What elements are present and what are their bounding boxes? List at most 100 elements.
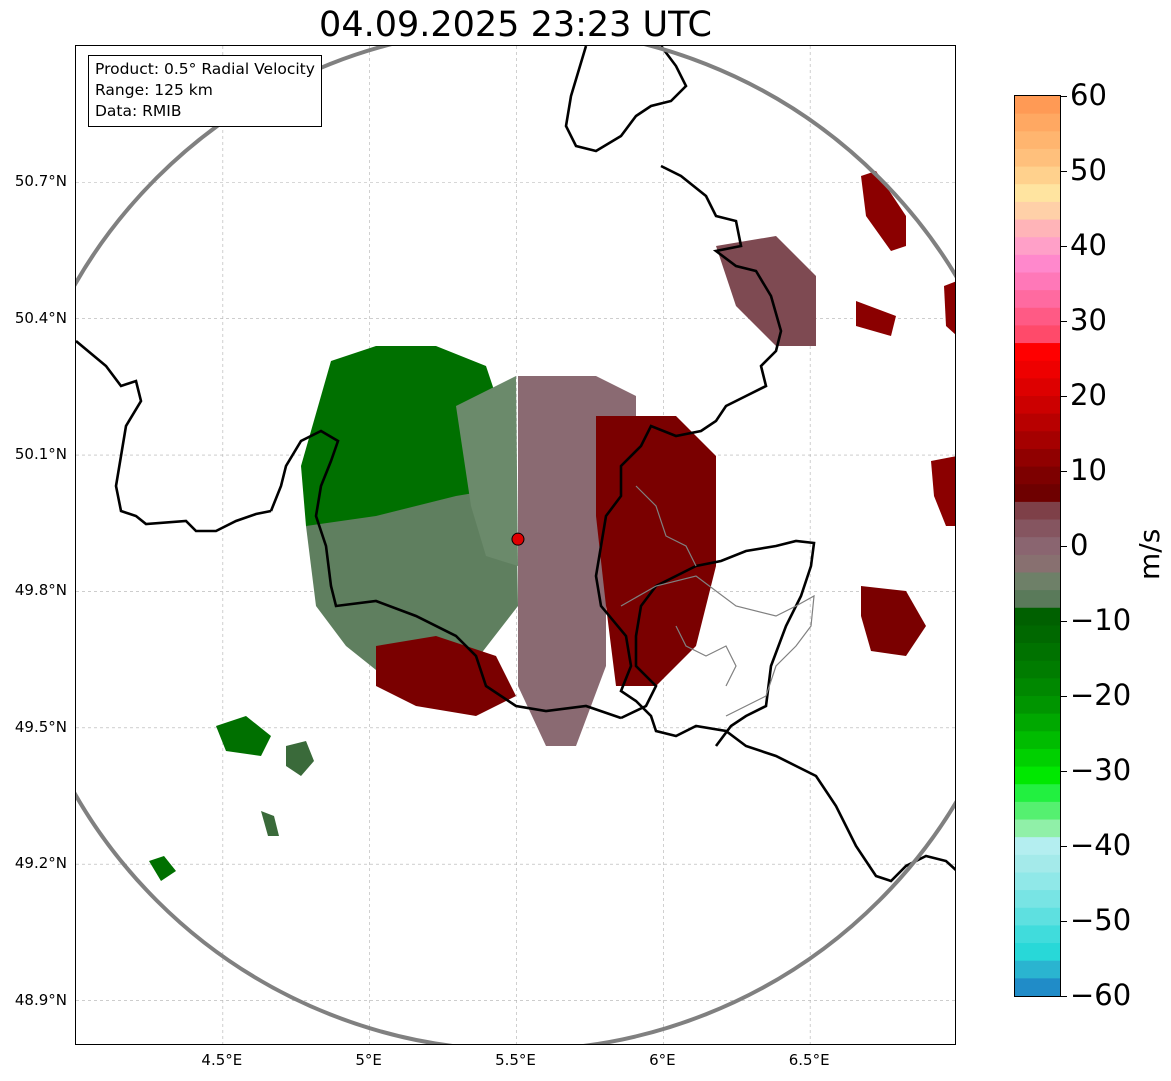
country-borders: [76, 46, 955, 883]
colorbar-segment: [1015, 837, 1060, 856]
colorbar-tick-label: 50: [1070, 153, 1107, 187]
colorbar-tick-label: 20: [1070, 378, 1107, 412]
colorbar-segment: [1015, 925, 1060, 944]
colorbar-segment: [1015, 307, 1060, 327]
colorbar-segment: [1015, 201, 1060, 221]
colorbar-segment: [1015, 678, 1060, 697]
colorbar-segment: [1015, 713, 1060, 732]
colorbar-segment: [1015, 237, 1060, 256]
region-border-1: [620, 575, 815, 717]
colorbar-segment: [1015, 607, 1060, 627]
colorbar-segment: [1015, 960, 1060, 979]
colorbar-segment: [1015, 254, 1060, 274]
colorbar-tick-label: 30: [1070, 303, 1107, 337]
colorbar-tick-label: −60: [1070, 978, 1132, 1012]
colorbar-segment: [1015, 660, 1060, 679]
lat-tick-label: 48.9°N: [14, 990, 67, 1009]
colorbar-segment: [1015, 219, 1060, 238]
colorbar-segment: [1015, 766, 1060, 785]
radar-map[interactable]: [75, 45, 956, 1045]
colorbar-segment: [1015, 590, 1060, 609]
colorbar-tick-mark: [1061, 846, 1067, 847]
colorbar-segment: [1015, 396, 1060, 415]
colorbar-segment: [1015, 448, 1060, 468]
colorbar-segment: [1015, 148, 1060, 168]
colorbar-segment: [1015, 290, 1060, 309]
lon-tick-label: 5.5°E: [495, 1051, 536, 1069]
echo-green-sage: [306, 486, 518, 686]
border-de-be: [594, 164, 955, 883]
colorbar-segment: [1015, 501, 1060, 521]
colorbar-tick-label: 10: [1070, 453, 1107, 487]
echo-red-edge-1: [931, 456, 955, 526]
region-border-3: [635, 485, 697, 567]
colorbar-segment: [1015, 819, 1060, 838]
colorbar-segment: [1015, 519, 1060, 538]
colorbar-segment: [1015, 625, 1060, 644]
colorbar-tick-mark: [1061, 471, 1067, 472]
colorbar-tick-label: 0: [1070, 528, 1089, 562]
echo-green-sage-mid: [456, 376, 518, 566]
colorbar-tick-label: −20: [1070, 678, 1132, 712]
colorbar-segment: [1015, 801, 1060, 821]
colorbar-segment: [1015, 166, 1060, 185]
echo-green-sw-4: [261, 811, 279, 836]
colorbar-gradient: [1015, 96, 1060, 996]
colorbar-tick-label: 40: [1070, 228, 1107, 262]
region-border-2: [675, 625, 737, 687]
colorbar-segment: [1015, 978, 1060, 996]
colorbar-tick-label: 60: [1070, 78, 1107, 112]
colorbar-tick-mark: [1061, 921, 1067, 922]
colorbar-segment: [1015, 872, 1060, 891]
product-info-box: Product: 0.5° Radial Velocity Range: 125…: [88, 55, 322, 127]
radar-echoes: [149, 171, 955, 881]
colorbar-segment: [1015, 890, 1060, 909]
map-canvas: [76, 46, 955, 1044]
colorbar-tick-mark: [1061, 546, 1067, 547]
colorbar-tick-label: −30: [1070, 753, 1132, 787]
colorbar-segment: [1015, 466, 1060, 485]
colorbar-segment: [1015, 484, 1060, 503]
colorbar-segment: [1015, 113, 1060, 132]
colorbar-tick-mark: [1061, 96, 1067, 97]
colorbar-segment: [1015, 378, 1060, 397]
echo-green-sw-1: [216, 716, 271, 756]
colorbar-segment: [1015, 537, 1060, 556]
colorbar-tick-mark: [1061, 396, 1067, 397]
colorbar-tick-label: −50: [1070, 903, 1132, 937]
echo-red-edge-2: [944, 281, 955, 335]
border-de-east: [564, 46, 688, 153]
colorbar-segment: [1015, 643, 1060, 662]
colorbar-segment: [1015, 413, 1060, 432]
colorbar-segment: [1015, 748, 1060, 768]
echo-green-sw-3: [149, 856, 176, 881]
echo-mauve-northeast: [716, 236, 816, 346]
lat-tick-label: 49.8°N: [14, 581, 67, 600]
colorbar-segment: [1015, 943, 1060, 962]
velocity-colorbar: [1014, 95, 1061, 997]
border-be-fr: [76, 340, 272, 533]
colorbar-unit-label: m/s: [1133, 528, 1166, 580]
lat-tick-label: 50.4°N: [14, 308, 67, 327]
colorbar-segment: [1015, 854, 1060, 874]
colorbar-segment: [1015, 572, 1060, 591]
radar-site-marker[interactable]: [511, 532, 525, 546]
colorbar-tick-label: −10: [1070, 603, 1132, 637]
lat-tick-label: 50.1°N: [14, 445, 67, 464]
echo-red-southwest: [376, 636, 516, 716]
lat-tick-label: 50.7°N: [14, 172, 67, 191]
lat-tick-label: 49.5°N: [14, 717, 67, 736]
lon-tick-label: 6.5°E: [788, 1051, 830, 1069]
colorbar-segment: [1015, 784, 1060, 803]
colorbar-segment: [1015, 554, 1060, 574]
lat-tick-label: 49.2°N: [14, 854, 67, 873]
product-label: Product: 0.5° Radial Velocity: [95, 60, 315, 78]
echo-red-east-cell: [861, 586, 926, 656]
colorbar-tick-mark: [1061, 621, 1067, 622]
colorbar-tick-mark: [1061, 171, 1067, 172]
colorbar-tick-mark: [1061, 996, 1067, 997]
colorbar-segment: [1015, 431, 1060, 450]
colorbar-tick-label: −40: [1070, 828, 1132, 862]
lon-tick-label: 6°E: [649, 1051, 676, 1069]
border-lux-south: [620, 539, 816, 747]
